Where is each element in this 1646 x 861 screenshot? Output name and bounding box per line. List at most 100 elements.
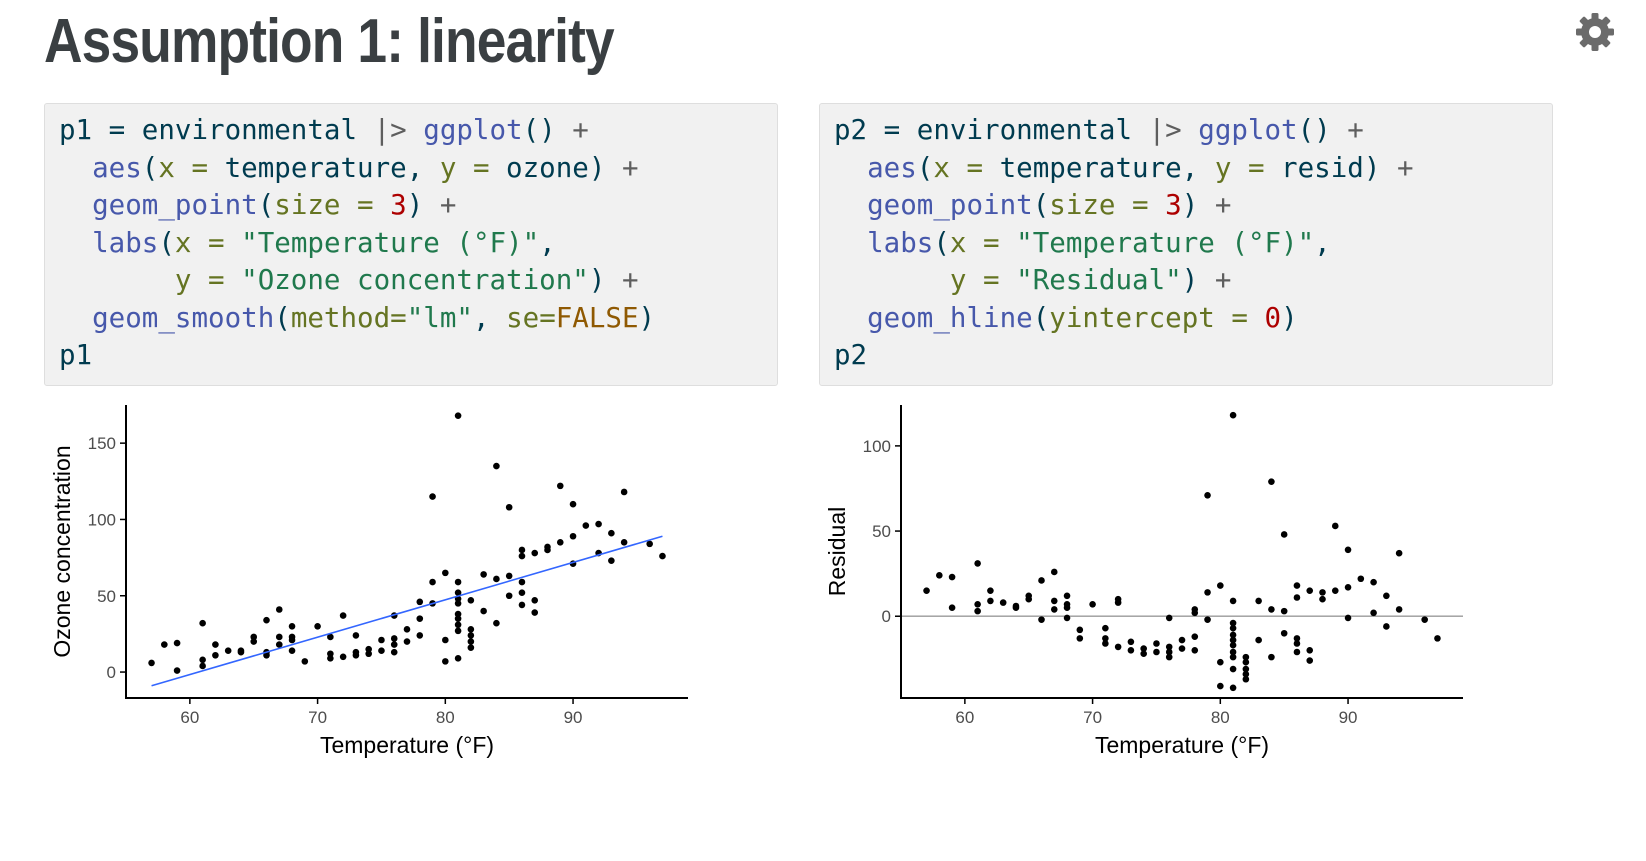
data-point: [1153, 648, 1160, 656]
data-point: [1421, 616, 1428, 623]
code-token: +: [621, 151, 639, 184]
data-point: [493, 619, 500, 627]
y-axis-title: Ozone concentration: [49, 445, 75, 657]
data-point: [199, 619, 206, 627]
code-token: ,: [472, 301, 507, 334]
data-point: [1127, 638, 1135, 646]
data-point: [518, 552, 526, 560]
data-point: [1089, 601, 1096, 608]
data-point: [467, 626, 475, 633]
data-point: [1306, 647, 1314, 654]
code-token: 0: [1264, 301, 1282, 334]
data-point: [339, 653, 347, 661]
code-token: ): [1181, 264, 1215, 296]
data-point: [454, 412, 462, 419]
data-point: [1319, 589, 1326, 596]
code-token: size =: [274, 189, 374, 221]
data-point: [1293, 640, 1301, 647]
data-point: [454, 589, 462, 597]
data-point: [454, 610, 462, 618]
data-point: [1370, 609, 1377, 617]
data-point: [1268, 606, 1275, 613]
data-point: [1127, 647, 1135, 654]
data-point: [327, 633, 334, 641]
code-token: (): [522, 114, 573, 146]
data-point: [327, 650, 334, 658]
data-point: [250, 633, 258, 641]
code-token: (: [916, 151, 934, 184]
data-point: [1025, 592, 1033, 600]
data-point: [608, 557, 615, 564]
code-token: (: [933, 226, 950, 259]
ozone-scatter-plot: 60 70 80 90 0 50 100 150 Temperature (°F) Ozone c…: [20, 405, 790, 820]
slide-title: Assumption 1: linearity: [44, 7, 615, 76]
y-tick-label: 0: [882, 607, 891, 626]
data-point: [1140, 650, 1147, 658]
data-point: [339, 612, 347, 619]
code-token: [1149, 189, 1166, 221]
data-point: [480, 571, 487, 578]
data-point: [467, 597, 475, 604]
x-tick-label: 60: [180, 708, 199, 727]
data-point: [454, 655, 462, 662]
code-token: y =: [949, 264, 1000, 296]
data-point: [429, 493, 436, 500]
data-point: [161, 641, 168, 648]
code-token: y =: [1214, 151, 1265, 184]
data-point: [416, 632, 424, 639]
data-point: [544, 543, 551, 551]
data-point: [1178, 636, 1186, 644]
data-point: [173, 667, 181, 674]
code-token: [407, 114, 424, 146]
data-point: [1217, 658, 1224, 666]
data-point: [493, 575, 500, 583]
data-point: [1280, 531, 1288, 538]
code-token: +: [439, 189, 457, 221]
code-token: y =: [174, 264, 225, 296]
code-token: p2: [834, 339, 868, 371]
code-token: 3: [1165, 189, 1182, 221]
data-point: [442, 658, 449, 665]
data-point: [1229, 619, 1237, 627]
y-tick-label: 100: [88, 510, 116, 529]
code-block-p2: p2 = environmental |> ggplot() + aes(x =…: [819, 103, 1553, 386]
code-token: ): [1181, 189, 1215, 221]
data-point: [1165, 614, 1173, 622]
x-tick-label: 60: [955, 708, 974, 727]
data-point: [1293, 594, 1301, 601]
data-point: [1280, 607, 1288, 615]
data-point: [1370, 578, 1377, 586]
data-point: [987, 597, 994, 605]
code-block-p1: p1 = environmental |> ggplot() + aes(x =…: [44, 103, 778, 386]
data-point: [608, 529, 615, 537]
data-point: [148, 659, 155, 667]
data-point: [237, 647, 245, 654]
data-point: [1102, 635, 1109, 642]
code-line: aes(x = temperature, y = ozone) +: [59, 150, 777, 188]
y-tick-label: 100: [863, 437, 891, 456]
code-token: [834, 227, 867, 259]
data-point: [556, 482, 564, 490]
code-token: "lm": [406, 301, 473, 334]
data-point: [390, 648, 398, 656]
data-point: [288, 622, 296, 630]
code-line: p1: [59, 337, 777, 375]
data-point: [974, 607, 981, 615]
gear-icon[interactable]: [1573, 10, 1617, 54]
y-tick-label: 150: [88, 434, 116, 453]
y-axis-title: Residual: [824, 507, 850, 597]
data-point: [646, 540, 653, 548]
data-point: [1217, 682, 1224, 690]
data-point: [1242, 658, 1250, 666]
data-point: [352, 648, 360, 656]
code-token: ): [588, 264, 622, 296]
data-point: [1280, 629, 1288, 637]
code-token: (: [257, 189, 275, 221]
chart-svg: 60 70 80 90 0 50 100 Temperature (°F) Residual: [824, 405, 1463, 758]
data-point: [1102, 624, 1109, 632]
data-point: [314, 622, 321, 630]
data-point: [948, 604, 956, 612]
data-point: [556, 539, 564, 546]
data-point: [467, 644, 475, 651]
code-token: aes: [867, 151, 917, 184]
